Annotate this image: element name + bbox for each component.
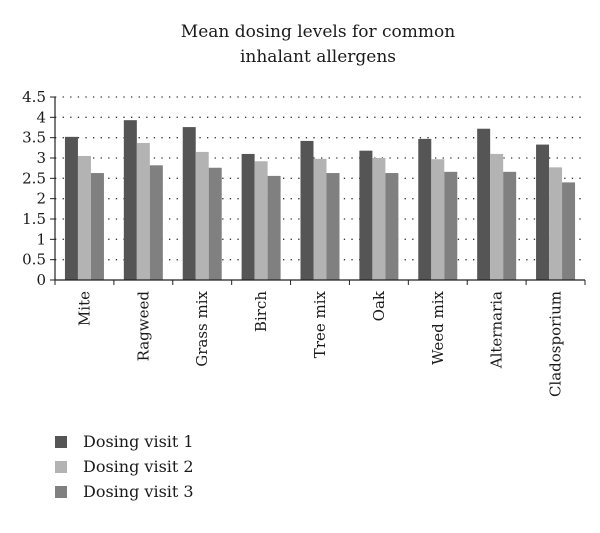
- bar: [418, 138, 432, 280]
- y-tick-label: 4: [36, 108, 46, 126]
- y-tick-label: 1.5: [22, 210, 46, 228]
- bar: [123, 120, 137, 281]
- chart-title-line-1: Mean dosing levels for common: [181, 22, 455, 42]
- category-label: Alternaria: [488, 291, 506, 369]
- y-tick-label: 3.5: [22, 129, 46, 147]
- y-tick-label: 0: [36, 271, 46, 289]
- legend-label: Dosing visit 1: [83, 432, 194, 451]
- bar: [562, 182, 576, 280]
- bar: [267, 175, 281, 280]
- category-label: Mite: [75, 291, 93, 326]
- chart-title-line-2: inhalant allergens: [240, 47, 396, 67]
- y-tick-label: 3: [36, 149, 46, 167]
- bar: [149, 165, 163, 280]
- bar: [431, 159, 445, 280]
- category-labels: Mite Ragweed Grass mix Birch Tree mix Oak Weed…: [75, 290, 564, 397]
- chart-title: Mean dosing levels for common inhalant a…: [181, 22, 455, 67]
- bar: [241, 153, 255, 280]
- category-label: Weed mix: [429, 290, 447, 364]
- bar: [444, 171, 458, 280]
- category-label: Cladosporium: [547, 291, 565, 397]
- legend-label: Dosing visit 3: [83, 482, 194, 501]
- bar: [208, 167, 222, 280]
- bar: [536, 144, 550, 280]
- category-label: Tree mix: [311, 290, 329, 358]
- y-tick-label: 4.5: [22, 88, 46, 106]
- bar: [182, 127, 196, 281]
- bar: [359, 150, 373, 280]
- bar: [136, 142, 150, 280]
- bar: [503, 171, 517, 280]
- legend-swatch: [55, 486, 67, 498]
- y-axis: 0 0.5 1 1.5 2 2.5 3 3.5 4 4.5: [22, 88, 56, 289]
- legend: Dosing visit 1 Dosing visit 2 Dosing visit…: [55, 432, 194, 501]
- y-tick-label: 2.5: [22, 169, 46, 187]
- y-tick-label: 2: [36, 190, 46, 208]
- category-label: Birch: [252, 291, 270, 332]
- bar: [490, 153, 504, 280]
- category-label: Ragweed: [134, 291, 152, 362]
- bar: [64, 136, 78, 280]
- y-tick-label: 1: [36, 230, 46, 248]
- bar: [326, 173, 340, 280]
- bar: [385, 173, 399, 280]
- x-axis: [54, 279, 586, 285]
- category-label: Grass mix: [193, 290, 211, 366]
- bar: [90, 173, 104, 280]
- bars: [64, 120, 576, 281]
- bar: [77, 155, 91, 280]
- bar: [313, 158, 327, 280]
- y-tick-label: 0.5: [22, 251, 46, 269]
- bar: [477, 128, 491, 280]
- legend-label: Dosing visit 2: [83, 457, 194, 476]
- bar: [372, 158, 386, 280]
- bar: [195, 151, 209, 280]
- legend-swatch: [55, 436, 67, 448]
- category-label: Oak: [370, 290, 388, 321]
- bar: [300, 140, 314, 280]
- legend-swatch: [55, 461, 67, 473]
- bar: [254, 161, 268, 280]
- bar: [549, 167, 563, 280]
